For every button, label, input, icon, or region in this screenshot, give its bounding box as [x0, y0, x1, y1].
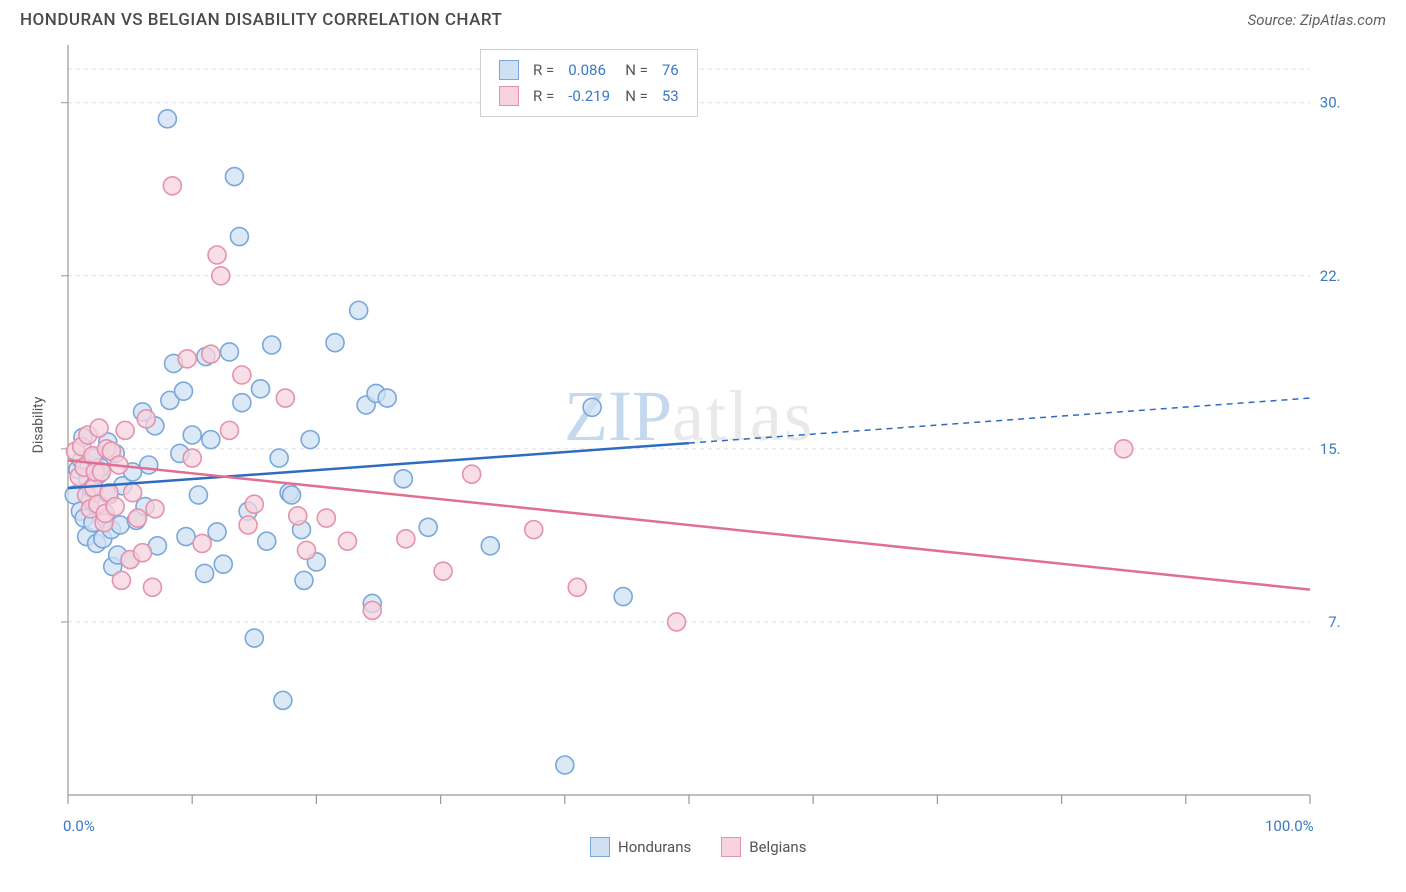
chart-title: HONDURAN VS BELGIAN DISABILITY CORRELATI… — [20, 10, 502, 30]
y-axis-label: Disability — [30, 397, 46, 454]
chart-container: Disability ZIPatlas7.5%15.0%22.5%30.0% R… — [20, 35, 1386, 815]
x-axis-max-label: 100.0% — [1265, 817, 1314, 835]
svg-text:30.0%: 30.0% — [1320, 94, 1340, 112]
svg-text:15.0%: 15.0% — [1320, 440, 1340, 458]
x-axis-min-label: 0.0% — [63, 817, 95, 835]
correlation-legend: R =0.086N =76R =-0.219N =53 — [480, 49, 698, 117]
scatter-plot-svg: ZIPatlas7.5%15.0%22.5%30.0% — [20, 35, 1340, 815]
svg-text:7.5%: 7.5% — [1328, 613, 1340, 631]
svg-text:22.5%: 22.5% — [1320, 267, 1340, 285]
series-legend: HonduransBelgians — [590, 837, 806, 857]
source-credit: Source: ZipAtlas.com — [1248, 11, 1386, 29]
